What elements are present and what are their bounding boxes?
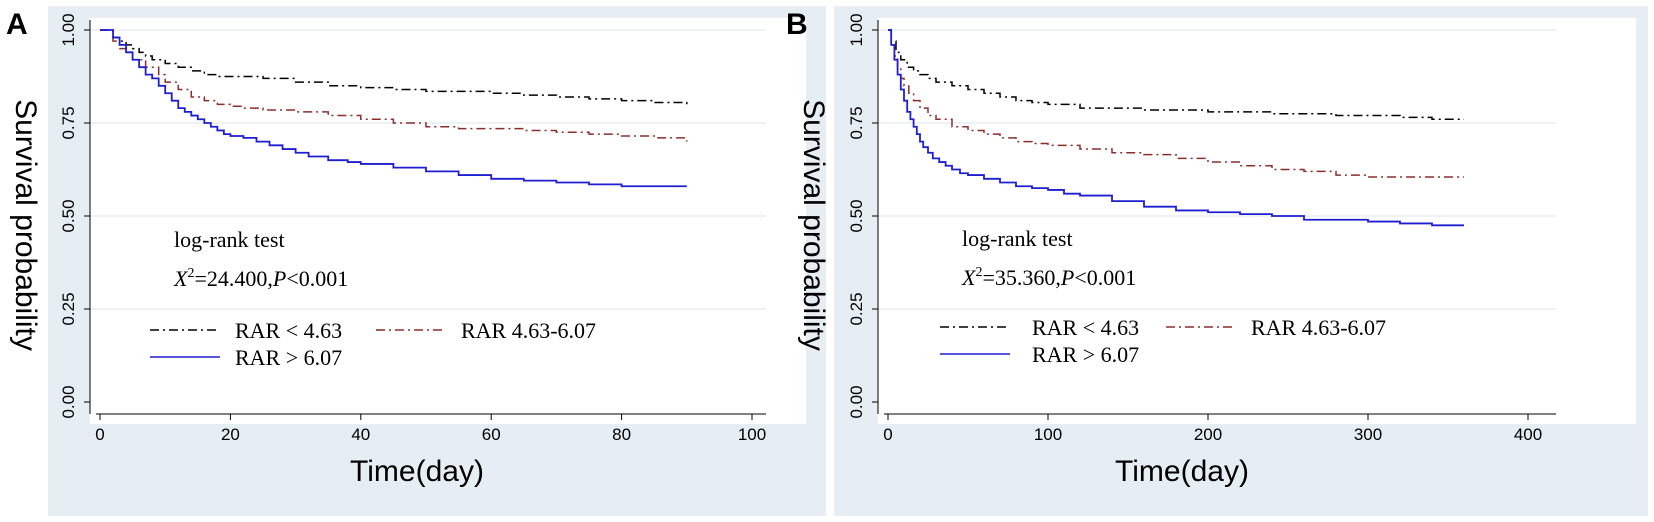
panel-b-y-tick-label: 0.25 <box>847 292 866 325</box>
panel-b-y-tick-label: 1.00 <box>847 13 866 46</box>
panel-a-letter: A <box>6 8 28 41</box>
panel-b-chi-symbol: X <box>961 265 977 290</box>
panel-a-x-tick-label: 0 <box>95 425 104 444</box>
panel-b-y-tick-label: 0.75 <box>847 106 866 139</box>
panel-a-legend-label-mid: RAR 4.63-6.07 <box>461 318 596 343</box>
panel-a-series-low-curve <box>100 29 688 105</box>
panel-b-legend-label-high: RAR > 6.07 <box>1032 342 1139 367</box>
panel-a-chi-sup: 2 <box>187 266 194 281</box>
panel-b-chi-sup: 2 <box>975 265 982 280</box>
panel-a-x-tick-label: 80 <box>612 425 631 444</box>
panel-b-x-tick-label: 300 <box>1354 425 1382 444</box>
panel-b-gridlines <box>878 29 1556 310</box>
panel-a-series-high-curve <box>100 29 687 188</box>
panel-b-plot-area <box>878 18 1636 424</box>
panel-a-legend: RAR < 4.63 RAR 4.63-6.07 RAR > 6.07 <box>150 318 596 370</box>
panel-b-series-layer <box>888 29 1464 227</box>
panel-b-chi-value: =35.360, <box>982 265 1060 290</box>
panel-b-y-tick-label: 0.00 <box>847 385 866 418</box>
panel-a-y-tick-label: 0.50 <box>59 199 78 232</box>
panel-a-y-tick-label: 0.75 <box>59 106 78 139</box>
panel-a-legend-label-high: RAR > 6.07 <box>235 345 342 370</box>
panel-a-y-tick-label: 0.00 <box>59 385 78 418</box>
panel-a-x-ticks: 0 20 40 60 80 100 <box>95 414 766 444</box>
panel-b-series-mid-curve <box>888 29 1464 178</box>
panel-b-legend: RAR < 4.63 RAR 4.63-6.07 RAR > 6.07 <box>940 315 1386 367</box>
panel-b-x-tick-label: 100 <box>1034 425 1062 444</box>
panel-a-p-symbol: P <box>272 266 286 291</box>
panel-a-x-tick-label: 40 <box>351 425 370 444</box>
panel-a-y-ticks: 0.00 0.25 0.50 0.75 1.00 <box>59 13 90 419</box>
panel-b-y-axis-title: Survival probability <box>797 99 830 351</box>
panel-a-plot-area <box>90 18 806 424</box>
panel-b-series-high-curve <box>888 29 1464 227</box>
panel-a-series-mid-curve <box>100 29 688 142</box>
panel-a-chi-square-stat: X2=24.400,P<0.001 <box>173 266 348 291</box>
panel-b-letter: B <box>786 8 808 41</box>
panel-a-y-axis-title: Survival probability <box>9 99 42 351</box>
panel-b-x-tick-label: 0 <box>883 425 892 444</box>
panel-b-x-tick-label: 400 <box>1514 425 1542 444</box>
panel-b-logrank-label: log-rank test <box>962 226 1073 251</box>
panel-b-x-tick-label: 200 <box>1194 425 1222 444</box>
panel-b-y-tick-label: 0.50 <box>847 199 866 232</box>
panel-b-p-symbol: P <box>1060 265 1074 290</box>
panel-b-legend-label-mid: RAR 4.63-6.07 <box>1251 315 1386 340</box>
panel-a-x-axis-title: Time(day) <box>350 455 484 488</box>
panel-b-y-ticks: 0.00 0.25 0.50 0.75 1.00 <box>847 13 878 419</box>
panel-a-x-tick-label: 20 <box>221 425 240 444</box>
panel-a-x-tick-label: 100 <box>738 425 766 444</box>
panel-b: 0 100 200 300 400 0.00 0.25 0.50 0.75 1.00 B Sur… <box>786 6 1648 516</box>
panel-a-gridlines <box>90 29 766 310</box>
panel-a-x-tick-label: 60 <box>482 425 501 444</box>
panel-a-y-tick-label: 0.25 <box>59 292 78 325</box>
panel-a-chi-value: =24.400, <box>194 266 272 291</box>
panel-b-x-axis-title: Time(day) <box>1115 455 1249 488</box>
panel-a-p-value: <0.001 <box>286 266 348 291</box>
panel-b-p-value: <0.001 <box>1074 265 1136 290</box>
panel-a-chi-symbol: X <box>173 266 189 291</box>
panel-b-series-low-curve <box>888 29 1464 121</box>
panel-b-chi-square-stat: X2=35.360,P<0.001 <box>961 265 1136 290</box>
panel-b-legend-label-low: RAR < 4.63 <box>1032 315 1139 340</box>
panel-a-y-tick-label: 1.00 <box>59 13 78 46</box>
panel-b-x-ticks: 0 100 200 300 400 <box>883 414 1542 444</box>
panel-a: 0 20 40 60 80 100 0.00 0.25 0.50 0.75 1.00 A Surv… <box>6 6 826 516</box>
panel-a-logrank-label: log-rank test <box>174 227 285 252</box>
panel-a-series-layer <box>100 29 688 188</box>
panel-a-legend-label-low: RAR < 4.63 <box>235 318 342 343</box>
